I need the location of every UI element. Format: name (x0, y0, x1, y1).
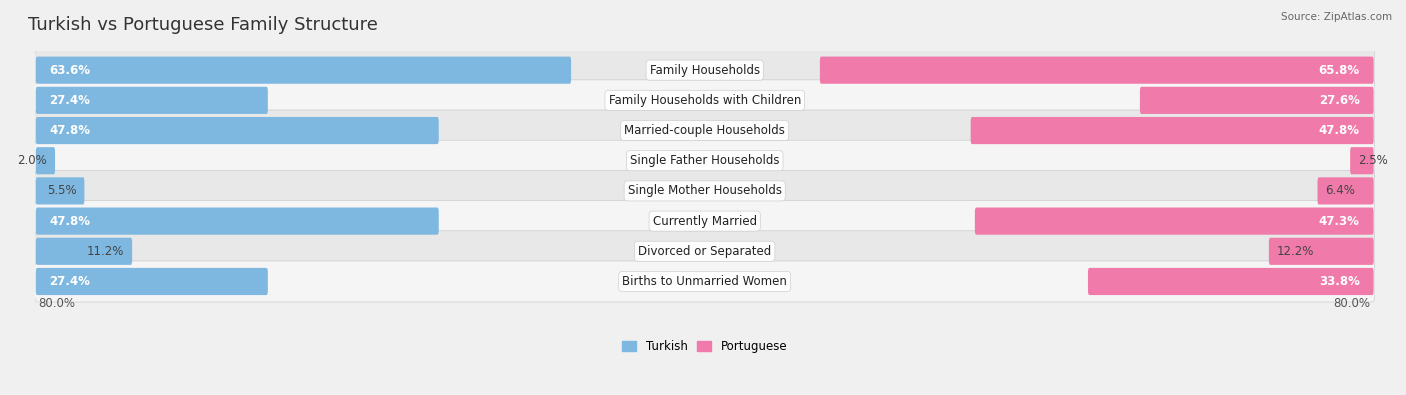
Text: Currently Married: Currently Married (652, 214, 756, 228)
FancyBboxPatch shape (35, 231, 1375, 272)
FancyBboxPatch shape (1140, 87, 1374, 114)
FancyBboxPatch shape (1317, 177, 1374, 205)
Text: Single Father Households: Single Father Households (630, 154, 779, 167)
Text: Turkish vs Portuguese Family Structure: Turkish vs Portuguese Family Structure (28, 16, 378, 34)
FancyBboxPatch shape (35, 140, 1375, 181)
FancyBboxPatch shape (35, 147, 55, 174)
FancyBboxPatch shape (35, 170, 1375, 211)
Text: 5.5%: 5.5% (46, 184, 76, 198)
Text: Single Mother Households: Single Mother Households (627, 184, 782, 198)
Text: 12.2%: 12.2% (1277, 245, 1315, 258)
FancyBboxPatch shape (35, 261, 1375, 302)
FancyBboxPatch shape (35, 110, 1375, 151)
FancyBboxPatch shape (1268, 238, 1374, 265)
Text: 2.5%: 2.5% (1358, 154, 1388, 167)
Text: Married-couple Households: Married-couple Households (624, 124, 785, 137)
FancyBboxPatch shape (1088, 268, 1374, 295)
Text: 2.0%: 2.0% (17, 154, 46, 167)
Text: 27.4%: 27.4% (49, 275, 90, 288)
Legend: Turkish, Portuguese: Turkish, Portuguese (617, 335, 792, 358)
Text: 65.8%: 65.8% (1319, 64, 1360, 77)
Text: 63.6%: 63.6% (49, 64, 90, 77)
FancyBboxPatch shape (35, 80, 1375, 121)
Text: 47.8%: 47.8% (49, 124, 90, 137)
Text: Family Households: Family Households (650, 64, 759, 77)
FancyBboxPatch shape (35, 238, 132, 265)
Text: 80.0%: 80.0% (1334, 297, 1371, 310)
FancyBboxPatch shape (35, 87, 267, 114)
Text: 47.8%: 47.8% (1319, 124, 1360, 137)
FancyBboxPatch shape (974, 207, 1374, 235)
FancyBboxPatch shape (970, 117, 1374, 144)
FancyBboxPatch shape (35, 56, 571, 84)
Text: Family Households with Children: Family Households with Children (609, 94, 801, 107)
FancyBboxPatch shape (35, 268, 267, 295)
Text: 11.2%: 11.2% (87, 245, 124, 258)
Text: 47.8%: 47.8% (49, 214, 90, 228)
Text: Births to Unmarried Women: Births to Unmarried Women (623, 275, 787, 288)
FancyBboxPatch shape (35, 177, 84, 205)
Text: 33.8%: 33.8% (1319, 275, 1360, 288)
Text: 27.6%: 27.6% (1319, 94, 1360, 107)
FancyBboxPatch shape (35, 117, 439, 144)
FancyBboxPatch shape (820, 56, 1374, 84)
FancyBboxPatch shape (35, 207, 439, 235)
FancyBboxPatch shape (35, 50, 1375, 91)
Text: 6.4%: 6.4% (1326, 184, 1355, 198)
Text: Source: ZipAtlas.com: Source: ZipAtlas.com (1281, 12, 1392, 22)
Text: 27.4%: 27.4% (49, 94, 90, 107)
FancyBboxPatch shape (35, 201, 1375, 242)
Text: 80.0%: 80.0% (39, 297, 76, 310)
FancyBboxPatch shape (1350, 147, 1374, 174)
Text: 47.3%: 47.3% (1319, 214, 1360, 228)
Text: Divorced or Separated: Divorced or Separated (638, 245, 772, 258)
